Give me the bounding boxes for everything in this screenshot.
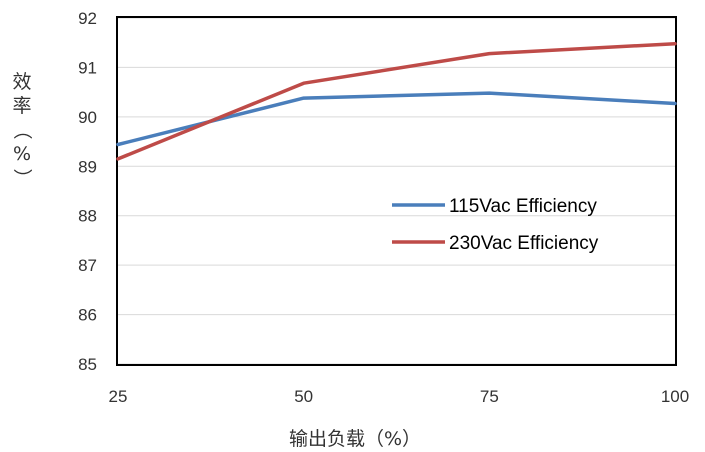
series-line-1	[116, 91, 677, 147]
y-tick-label: 89	[78, 157, 97, 176]
series-lines	[116, 41, 677, 161]
legend-label: 115Vac Efficiency	[449, 196, 597, 217]
y-axis-title-char: 效	[12, 71, 31, 93]
plot-area	[116, 16, 677, 366]
y-tick-label: 87	[78, 256, 97, 275]
x-tick-label: 25	[109, 387, 128, 406]
y-tick-label: 85	[78, 355, 97, 374]
x-axis-tick-labels: 25 50 75 100	[109, 387, 690, 406]
y-tick-label: 86	[78, 306, 97, 325]
x-tick-label: 50	[294, 387, 313, 406]
y-tick-label: 91	[78, 58, 97, 77]
y-axis-title: 效率 （% ）	[11, 71, 33, 188]
y-tick-label: 90	[78, 108, 97, 127]
y-tick-label: 92	[78, 9, 97, 28]
y-axis-tick-labels: 85 86 87 88 89 90 91 92	[78, 9, 97, 374]
x-tick-label: 75	[480, 387, 499, 406]
x-tick-label: 100	[661, 387, 689, 406]
y-axis-title-char: （	[11, 120, 33, 139]
gridlines	[118, 17, 675, 365]
y-axis-title-char: 率	[12, 95, 31, 117]
legend-label: 230Vac Efficiency	[449, 233, 599, 254]
x-axis-title: 输出负载（%）	[289, 428, 421, 450]
y-tick-label: 88	[78, 207, 97, 226]
y-axis-title-char: %	[13, 143, 31, 165]
series-line-2	[116, 41, 677, 161]
y-axis-title-char: ）	[11, 168, 33, 187]
legend: 115Vac Efficiency 230Vac Efficiency	[392, 196, 599, 254]
